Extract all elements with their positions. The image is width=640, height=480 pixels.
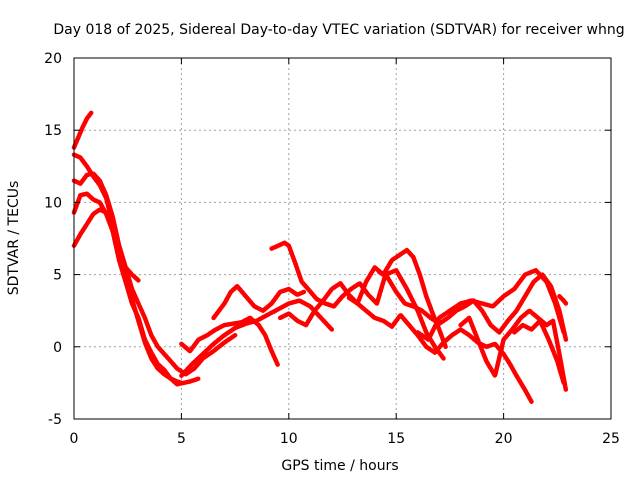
data-series-group: [71, 110, 569, 404]
series-arc-11: [346, 295, 534, 404]
series-arc-16: [557, 294, 569, 306]
series-arc-7: [211, 283, 307, 321]
y-tick-label: 5: [53, 268, 62, 284]
x-tick-labels: 0 5 10 15 20 25: [70, 431, 620, 447]
y-tick-label: 20: [44, 51, 62, 67]
axis-ticks: [73, 57, 612, 420]
plot-frame: [73, 57, 612, 420]
grid-lines: [74, 58, 611, 419]
y-tick-label: 15: [44, 123, 62, 139]
y-axis-label: SDTVAR / TECUs: [6, 181, 22, 296]
x-tick-label: 20: [495, 431, 513, 447]
x-tick-label: 0: [70, 431, 79, 447]
x-axis-label: GPS time / hours: [281, 458, 398, 474]
y-tick-label: 10: [44, 195, 62, 211]
series-arc-14: [458, 308, 569, 393]
series-arc-13: [415, 268, 566, 342]
chart-title: Day 018 of 2025, Sidereal Day-to-day VTE…: [53, 22, 624, 38]
series-arc-5: [71, 207, 238, 377]
series-arc-15: [512, 318, 566, 386]
x-tick-label: 25: [602, 431, 620, 447]
series-arc-1: [71, 110, 94, 150]
x-tick-label: 5: [177, 431, 186, 447]
x-tick-label: 10: [280, 431, 298, 447]
y-tick-label: 0: [53, 340, 62, 356]
y-tick-labels: -5 0 5 10 15 20: [44, 51, 62, 428]
series-arc-10: [277, 247, 448, 350]
x-tick-label: 15: [387, 431, 405, 447]
series-arc-8: [179, 315, 281, 368]
series-arc-4: [71, 191, 201, 387]
y-tick-label: -5: [48, 412, 62, 428]
